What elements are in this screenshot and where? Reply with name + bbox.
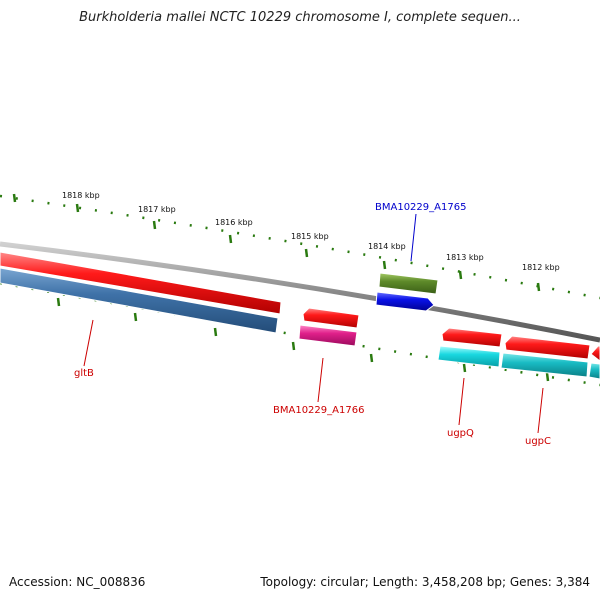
- gene-bma10229-a1766: [298, 324, 358, 347]
- major-tick: [133, 312, 138, 322]
- major-tick: [545, 372, 550, 382]
- label-bma10229-a1766[interactable]: BMA10229_A1766: [273, 405, 364, 416]
- leader-line-ugpC: [537, 387, 544, 434]
- label-ugpC[interactable]: ugpC: [525, 436, 551, 447]
- gene-ugpC: [500, 352, 589, 378]
- gene-red-small: [302, 307, 360, 329]
- gene-bma10229-a1765: [378, 272, 439, 295]
- major-tick: [291, 341, 296, 351]
- tick-label-1815: 1815 kbp: [291, 232, 329, 241]
- major-tick: [228, 234, 233, 244]
- outer-tick-ruler: [0, 193, 600, 300]
- leader-line-bma1766: [317, 357, 324, 403]
- tick-label-1817: 1817 kbp: [138, 205, 176, 214]
- label-bma10229-a1765[interactable]: BMA10229_A1765: [375, 202, 466, 213]
- major-tick: [382, 260, 387, 270]
- label-ugpQ[interactable]: ugpQ: [447, 428, 474, 439]
- leader-line-bma1765: [410, 213, 417, 262]
- gene-blue-arrow: [375, 291, 435, 312]
- gene-red-arrow-edge: [590, 345, 600, 362]
- leader-line-ugpQ: [458, 377, 465, 426]
- label-gltB[interactable]: gltB: [74, 368, 94, 379]
- major-tick: [462, 363, 467, 373]
- major-tick: [12, 193, 17, 203]
- tick-label-1813: 1813 kbp: [446, 253, 484, 262]
- gene-gltB: [0, 267, 279, 334]
- tick-label-1818: 1818 kbp: [62, 191, 100, 200]
- major-tick: [152, 220, 157, 230]
- backbone-track: [0, 241, 600, 343]
- accession-text: Accession: NC_008836: [9, 575, 146, 589]
- map-title: Burkholderia mallei NCTC 10229 chromosom…: [79, 10, 521, 25]
- gene-red-arrow-ugpq: [441, 327, 503, 348]
- gene-teal-edge: [588, 362, 600, 380]
- gene-red-arrow-ugpc: [504, 335, 591, 360]
- gene-red-forward-large: [0, 251, 282, 315]
- major-tick: [304, 248, 309, 258]
- major-tick: [536, 282, 541, 292]
- major-tick: [458, 270, 463, 280]
- tick-label-1816: 1816 kbp: [215, 218, 253, 227]
- tick-label-1812: 1812 kbp: [522, 263, 560, 272]
- leader-line-gltB: [83, 319, 94, 367]
- outer-ruler-dots: [0, 194, 600, 300]
- feature-track[interactable]: [0, 251, 600, 380]
- tick-label-1814: 1814 kbp: [368, 242, 406, 251]
- major-tick: [75, 203, 80, 213]
- major-tick: [56, 297, 61, 307]
- topology-summary: Topology: circular; Length: 3,458,208 bp…: [260, 575, 590, 589]
- gene-ugpQ: [437, 345, 501, 368]
- major-tick: [369, 353, 374, 363]
- major-tick: [213, 327, 218, 337]
